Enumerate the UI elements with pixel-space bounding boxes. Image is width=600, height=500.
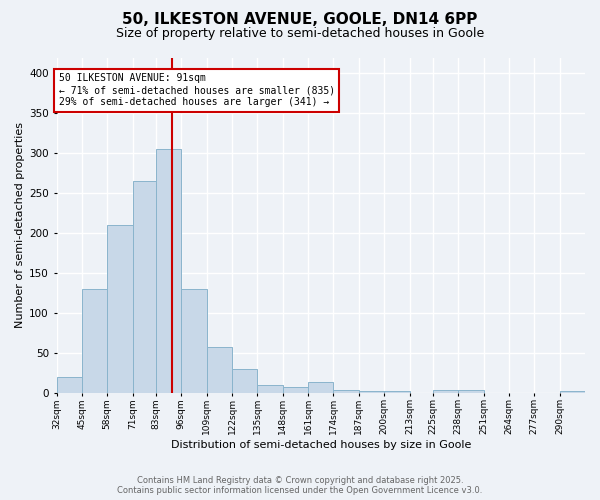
Bar [107, 225, 133, 392]
Bar [82, 289, 107, 393]
X-axis label: Distribution of semi-detached houses by size in Goole: Distribution of semi-detached houses by … [170, 440, 471, 450]
Bar [232, 368, 257, 392]
Bar [359, 391, 384, 392]
Bar [384, 391, 410, 392]
Text: 50, ILKESTON AVENUE, GOOLE, DN14 6PP: 50, ILKESTON AVENUE, GOOLE, DN14 6PP [122, 12, 478, 28]
Bar [560, 391, 585, 392]
Bar [283, 387, 308, 392]
Bar [56, 376, 82, 392]
Y-axis label: Number of semi-detached properties: Number of semi-detached properties [15, 122, 25, 328]
Bar [308, 382, 334, 392]
Bar [433, 390, 458, 392]
Bar [133, 181, 156, 392]
Bar [207, 347, 232, 393]
Bar [458, 390, 484, 392]
Bar [156, 149, 181, 392]
Text: 50 ILKESTON AVENUE: 91sqm
← 71% of semi-detached houses are smaller (835)
29% of: 50 ILKESTON AVENUE: 91sqm ← 71% of semi-… [59, 74, 335, 106]
Bar [334, 390, 359, 392]
Text: Contains HM Land Registry data © Crown copyright and database right 2025.
Contai: Contains HM Land Registry data © Crown c… [118, 476, 482, 495]
Text: Size of property relative to semi-detached houses in Goole: Size of property relative to semi-detach… [116, 28, 484, 40]
Bar [257, 384, 283, 392]
Bar [181, 289, 207, 393]
